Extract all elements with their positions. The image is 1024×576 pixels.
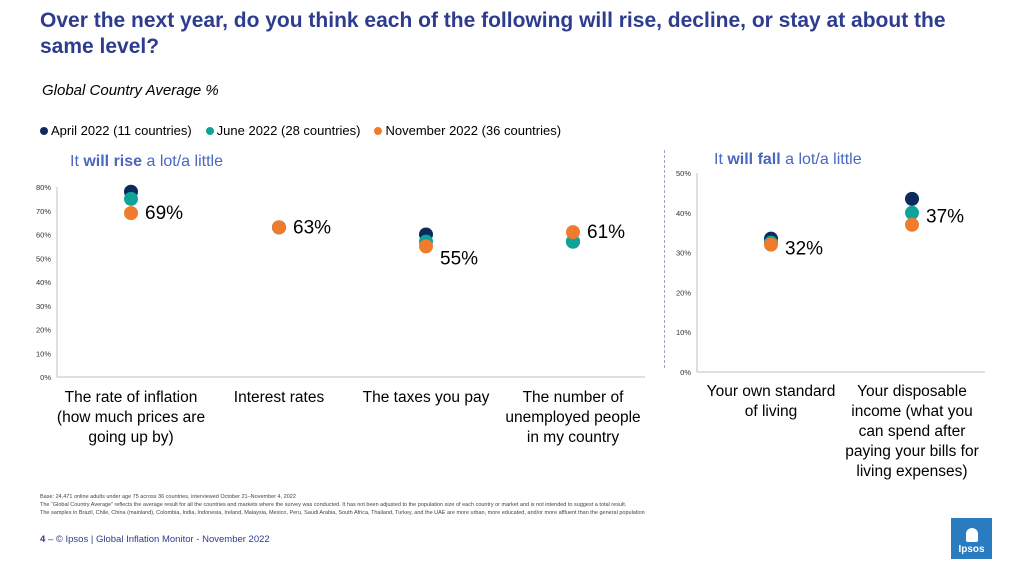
y-tick-label: 10% — [676, 328, 691, 337]
footnote-average: The “Global Country Average” reflects th… — [40, 502, 627, 508]
data-point-april — [905, 191, 919, 206]
x-category-label: The number of unemployed people in my co… — [505, 389, 641, 446]
left-panel-suffix: a lot/a little — [142, 153, 223, 170]
left-panel-prefix: It — [70, 153, 84, 170]
data-point-june — [124, 191, 138, 206]
chart-subtitle: Global Country Average % — [42, 82, 219, 99]
data-point-november — [124, 206, 138, 221]
logo-text: Ipsos — [958, 544, 985, 555]
legend-label-june: June 2022 (28 countries) — [216, 123, 361, 138]
y-tick-label: 40% — [676, 209, 691, 218]
y-tick-label: 40% — [36, 278, 51, 287]
y-tick-label: 0% — [40, 373, 51, 382]
data-point-november — [272, 220, 286, 235]
x-category-label: Interest rates — [233, 389, 325, 406]
y-tick-label: 80% — [36, 183, 51, 192]
page-title: Over the next year, do you think each of… — [40, 9, 946, 58]
data-label: 69% — [145, 203, 183, 224]
legend-marker-june — [205, 126, 214, 135]
legend-label-november: November 2022 (36 countries) — [385, 123, 562, 138]
ipsos-logo: Ipsos — [951, 518, 992, 559]
x-category-label: The rate of inflation (how much prices a… — [56, 389, 206, 446]
data-point-november — [419, 239, 433, 254]
footer-dash: – — [47, 534, 56, 545]
data-label: 63% — [293, 217, 331, 238]
y-tick-label: 50% — [676, 169, 691, 178]
x-category-label: Your disposable income (what you can spe… — [845, 383, 979, 480]
data-label: 55% — [440, 248, 478, 269]
x-category-label: The taxes you pay — [362, 389, 490, 406]
left-panel-heading: It will rise a lot/a little — [70, 153, 223, 171]
logo-mark-icon — [965, 528, 978, 542]
y-tick-label: 20% — [676, 288, 691, 297]
legend-item-november: November 2022 (36 countries) — [374, 123, 561, 138]
data-point-november — [566, 225, 580, 240]
y-tick-label: 70% — [36, 207, 51, 216]
footnote-samples: The samples in Brazil, Chile, China (mai… — [40, 510, 645, 516]
y-tick-label: 20% — [36, 326, 51, 335]
legend-marker-november — [374, 126, 383, 135]
chart-legend: April 2022 (11 countries) June 2022 (28 … — [40, 123, 561, 138]
footer: 4 – © Ipsos | Global Inflation Monitor -… — [40, 534, 270, 545]
legend-marker-april — [40, 126, 48, 135]
data-label: 37% — [926, 207, 964, 228]
left-panel-bold: will rise — [83, 153, 143, 170]
y-tick-label: 10% — [36, 349, 51, 358]
data-label: 32% — [785, 239, 823, 260]
y-tick-label: 30% — [36, 302, 51, 311]
right-panel-suffix: a lot/a little — [780, 151, 862, 168]
right-panel-bold: will fall — [727, 151, 781, 168]
footnote-base: Base: 24,471 online adults under age 75 … — [40, 494, 296, 500]
legend-item-april: April 2022 (11 countries) — [40, 123, 192, 138]
legend-item-june: June 2022 (28 countries) — [205, 123, 361, 138]
right-panel-prefix: It — [714, 151, 728, 168]
y-tick-label: 50% — [36, 254, 51, 263]
y-tick-label: 30% — [676, 249, 691, 258]
y-tick-label: 0% — [680, 368, 691, 377]
data-point-november — [905, 217, 919, 232]
right-panel-heading: It will fall a lot/a little — [714, 151, 862, 169]
footnotes: Base: 24,471 online adults under age 75 … — [40, 493, 760, 517]
y-tick-label: 60% — [36, 231, 51, 240]
x-category-label: Your own standard of living — [706, 383, 836, 420]
legend-label-april: April 2022 (11 countries) — [51, 123, 192, 138]
data-point-june — [905, 205, 919, 220]
footer-text: © Ipsos | Global Inflation Monitor - Nov… — [55, 534, 270, 545]
panel-divider — [664, 150, 665, 368]
data-point-november — [764, 237, 778, 252]
data-label: 61% — [587, 222, 625, 243]
page-number: 4 — [40, 534, 46, 545]
